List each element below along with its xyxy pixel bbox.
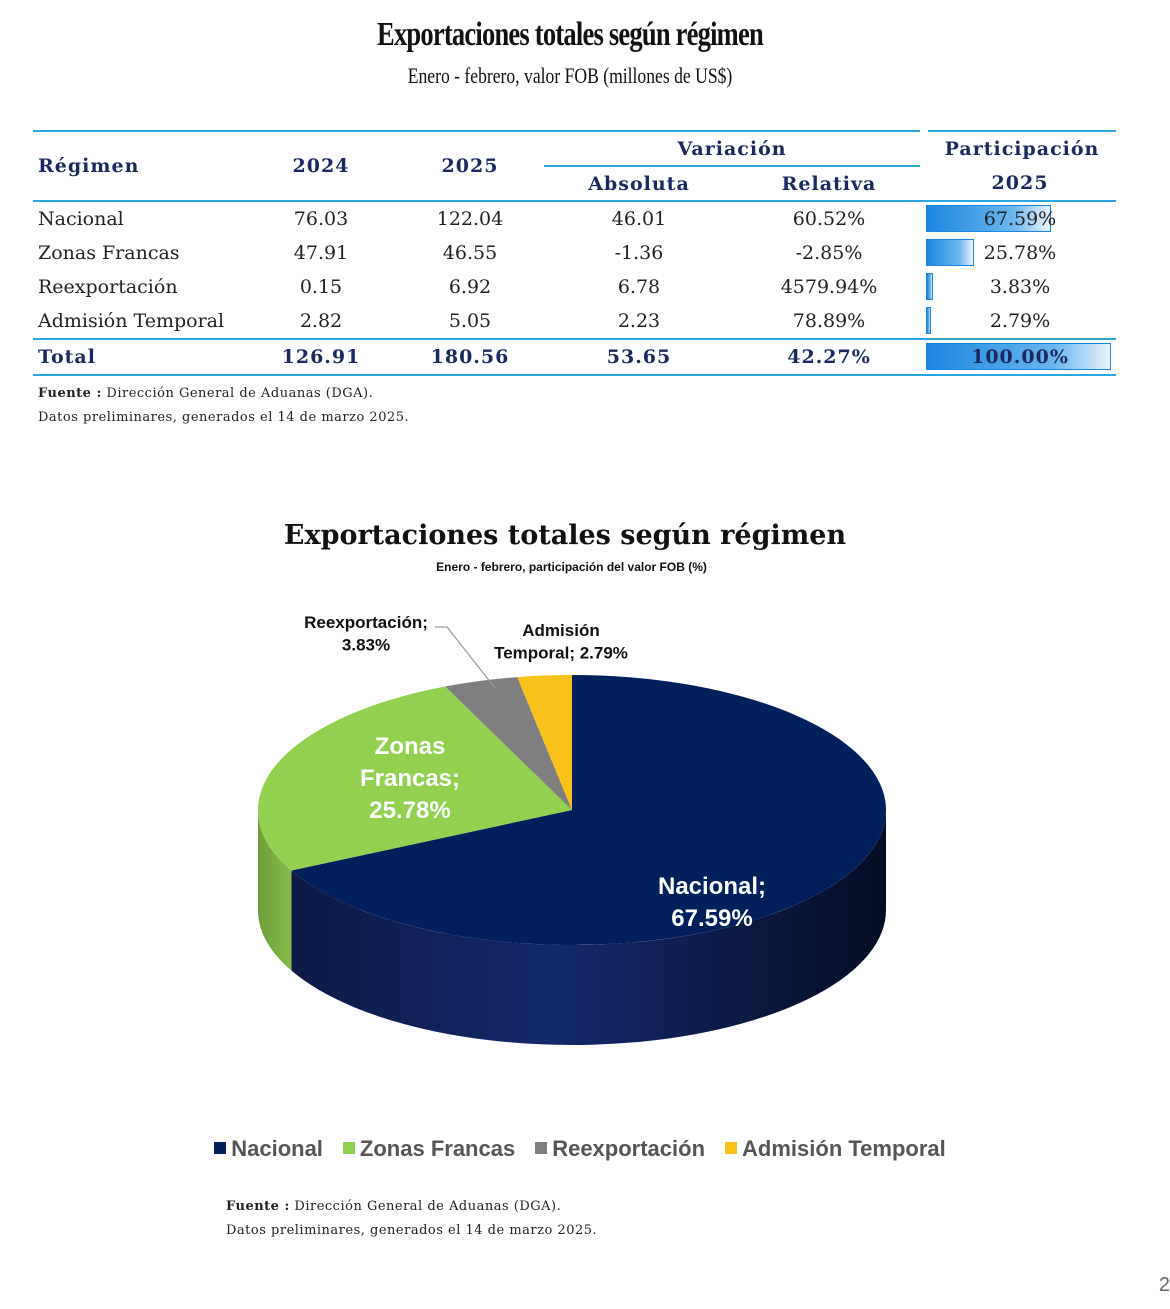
participacion-data-bar	[926, 307, 931, 334]
table-subtitle: Enero - febrero, valor FOB (millones de …	[407, 63, 733, 88]
cell-participacion: 2.79%	[924, 304, 1116, 339]
cell-2025: 6.92	[448, 276, 492, 298]
table-prelim-note: Datos preliminares, generados el 14 de m…	[38, 410, 410, 425]
header-absoluta: Absoluta	[588, 172, 690, 195]
exports-table: Régimen 2024 2025 Variación Participació…	[33, 130, 1116, 376]
chart-title: Exportaciones totales según régimen	[283, 520, 847, 551]
leader-line	[435, 626, 496, 689]
table-row: Nacional 76.03 122.04 46.01 60.52% 67.59%	[33, 201, 1116, 236]
cell-absoluta: -1.36	[614, 242, 664, 264]
table-row: Zonas Francas 47.91 46.55 -1.36 -2.85% 25.78%	[33, 236, 1116, 270]
cell-2024: 47.91	[293, 242, 349, 264]
legend-swatch	[214, 1142, 227, 1155]
data-label-reexportacion: Reexportación; 3.83%	[304, 613, 428, 655]
data-label-admision-temporal: Admisión Temporal; 2.79%	[494, 621, 628, 663]
pie-chart: Nacional; 67.59% Zonas Francas; 25.78% Reexpo…	[258, 613, 887, 1045]
cell-absoluta: 46.01	[611, 208, 667, 230]
total-absoluta: 53.65	[544, 338, 734, 376]
legend-label: Zonas Francas	[359, 1136, 516, 1161]
cell-2024: 0.15	[299, 276, 343, 298]
cell-regimen: Admisión Temporal	[38, 310, 225, 332]
header-2025: 2025	[396, 131, 544, 202]
cell-relativa: -2.85%	[795, 242, 863, 264]
cell-2024: 2.82	[299, 310, 343, 332]
cell-2025: 122.04	[436, 208, 504, 230]
header-relativa: Relativa	[781, 172, 877, 195]
cell-regimen: Zonas Francas	[38, 242, 180, 264]
cell-absoluta: 2.23	[617, 310, 661, 332]
legend-item: Nacional	[214, 1136, 323, 1162]
total-2024: 126.91	[246, 338, 396, 376]
header-regimen: Régimen	[33, 131, 246, 202]
header-variacion: Variación	[544, 131, 924, 167]
cell-regimen: Reexportación	[38, 276, 178, 298]
header-participacion-year: 2025	[991, 172, 1049, 194]
participacion-data-bar	[926, 205, 1051, 232]
table-source-note: Fuente : Dirección General de Aduanas (D…	[38, 386, 374, 401]
pie-slice-admisión-temporal	[517, 675, 572, 810]
participacion-data-bar	[926, 343, 1111, 370]
cell-relativa: 4579.94%	[780, 276, 878, 298]
chart-source-note: Fuente : Dirección General de Aduanas (D…	[226, 1199, 562, 1214]
header-participacion: Participación	[920, 131, 1116, 166]
table-row: Admisión Temporal 2.82 5.05 2.23 78.89% 2.79%	[33, 304, 1116, 339]
data-label-nacional: Nacional; 67.59%	[658, 873, 766, 932]
table-row: Reexportación 0.15 6.92 6.78 4579.94% 3.83%	[33, 270, 1116, 304]
cell-relativa: 78.89%	[792, 310, 866, 332]
cell-relativa: 60.52%	[792, 208, 866, 230]
pie-side-zonas-francas	[258, 810, 292, 971]
legend-item: Zonas Francas	[342, 1136, 516, 1162]
legend-swatch	[535, 1142, 548, 1155]
legend-label: Admisión Temporal	[742, 1136, 946, 1161]
cell-participacion: 25.78%	[924, 236, 1116, 270]
cell-absoluta: 6.78	[617, 276, 661, 298]
participacion-data-bar	[926, 273, 933, 300]
pie-slice-zonas-francas	[258, 686, 572, 871]
cell-2024: 76.03	[293, 208, 349, 230]
chart-legend: Nacional Zonas Francas Reexportación Admisi…	[0, 1136, 1160, 1162]
total-regimen: Total	[33, 338, 246, 376]
pie-slice-nacional	[291, 675, 887, 945]
cell-regimen: Nacional	[38, 208, 124, 230]
legend-label: Reexportación	[552, 1136, 706, 1161]
cell-participacion: 3.83%	[924, 270, 1116, 304]
legend-item: Admisión Temporal	[725, 1136, 946, 1162]
header-2024: 2024	[246, 131, 396, 202]
legend-label: Nacional	[231, 1136, 323, 1161]
total-relativa: 42.27%	[734, 338, 924, 376]
table-row-total: Total 126.91 180.56 53.65 42.27% 100.00%	[33, 338, 1116, 376]
pie-side-nacional	[291, 810, 887, 1045]
table-title: Exportaciones totales según régimen	[377, 16, 764, 53]
total-participacion: 100.00%	[924, 338, 1116, 376]
page-number: 2	[1158, 1274, 1170, 1296]
chart-subtitle: Enero - febrero, participación del valor…	[436, 560, 707, 574]
chart-prelim-note: Datos preliminares, generados el 14 de m…	[226, 1223, 598, 1238]
total-2025: 180.56	[396, 338, 544, 376]
pie-slice-reexportación	[445, 677, 572, 810]
cell-participacion: 67.59%	[924, 201, 1116, 236]
data-label-zonas-francas: Zonas Francas; 25.78%	[360, 733, 460, 824]
legend-swatch	[725, 1142, 738, 1155]
cell-2025: 5.05	[448, 310, 492, 332]
legend-swatch	[342, 1142, 355, 1155]
cell-2025: 46.55	[442, 242, 498, 264]
participacion-data-bar	[926, 239, 974, 266]
legend-item: Reexportación	[535, 1136, 705, 1162]
